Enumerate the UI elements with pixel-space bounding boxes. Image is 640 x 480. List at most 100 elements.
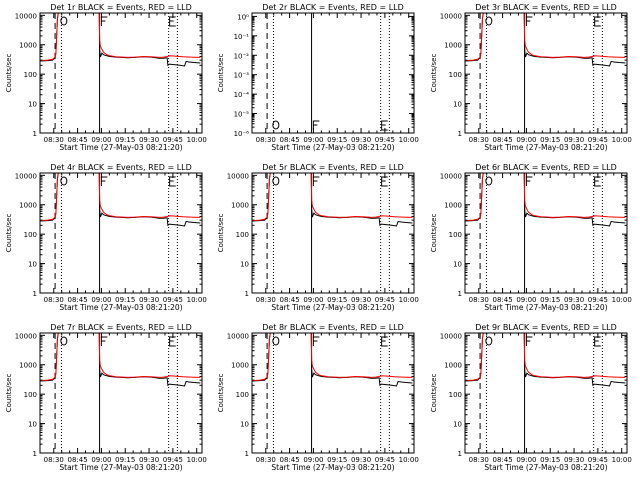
panel-det-2: Det 2r BLACK = Events, RED = LLD 10⁻⁶ 10⁻⁵… [217,3,419,152]
marker-letter-e [169,16,176,27]
x-axis-title: Start Time (27-May-03 08:21:20) [484,303,607,312]
marker-letter-o [60,176,68,186]
x-tick-label: 09:45 [163,136,183,144]
x-tick-label: 08:30 [44,296,64,304]
y-tick-label: 10 [28,261,37,269]
x-tick-label: 09:00 [303,456,323,464]
marker-letter-o [485,16,493,26]
plot-frame [464,12,628,134]
x-tick-label: 09:15 [540,136,560,144]
lld-trace [465,13,626,62]
y-tick-label: 10⁻⁵ [234,111,250,119]
y-tick-label: 10000 [227,332,249,340]
y-tick-label: 10000 [15,332,37,340]
x-tick-label: 10:00 [187,456,207,464]
panel-title: Det 8r BLACK = Events, RED = LLD [262,323,404,332]
x-tick-label: 08:45 [67,296,87,304]
y-tick-label: 10000 [440,12,462,20]
marker-letter-e [594,16,601,27]
y-tick-label: 10000 [440,332,462,340]
y-tick-label: 1 [458,130,462,138]
x-tick-label: 09:30 [564,296,584,304]
x-axis-title: Start Time (27-May-03 08:21:20) [59,143,182,152]
marker-letter-o [272,176,280,186]
panel-title: Det 4r BLACK = Events, RED = LLD [50,163,192,172]
x-tick-label: 09:00 [303,136,323,144]
events-trace [465,333,626,387]
y-tick-label: 10 [453,421,462,429]
x-tick-label: 09:15 [327,136,347,144]
marker-letter-o [60,16,68,26]
x-tick-label: 09:30 [351,456,371,464]
x-tick-label: 08:45 [279,296,299,304]
y-tick-label: 10⁰ [237,13,249,21]
x-axis-title: Start Time (27-May-03 08:21:20) [484,463,607,472]
events-trace [465,173,626,227]
panel-det-8: Det 8r BLACK = Events, RED = LLD 1 10 100 10… [217,323,419,472]
x-tick-label: 10:00 [187,296,207,304]
panel-det-7: Det 7r BLACK = Events, RED = LLD 1 10 100 10… [5,323,207,472]
x-axis-title: Start Time (27-May-03 08:21:20) [59,463,182,472]
y-tick-label: 1000 [444,42,462,50]
x-tick-label: 10:00 [612,296,632,304]
lld-trace [40,173,201,222]
y-tick-label: 10⁻⁶ [234,130,250,138]
x-tick-label: 08:30 [469,136,489,144]
marker-letter-f [312,176,320,186]
x-tick-label: 09:45 [588,136,608,144]
x-tick-label: 08:30 [256,296,276,304]
x-tick-label: 09:00 [91,136,111,144]
x-axis-title: Start Time (27-May-03 08:21:20) [484,143,607,152]
x-tick-label: 09:45 [375,136,395,144]
y-tick-label: 1000 [231,202,249,210]
x-tick-label: 09:00 [91,456,111,464]
marker-letter-e [381,176,388,187]
plot-frame [464,332,628,454]
marker-letter-e [169,336,176,347]
x-tick-label: 09:30 [564,136,584,144]
plot-frame [251,332,415,454]
y-axis-title: Counts/sec [217,214,225,253]
panel-title: Det 6r BLACK = Events, RED = LLD [475,163,617,172]
y-tick-label: 100 [24,391,37,399]
x-tick-label: 10:00 [399,296,419,304]
x-tick-label: 09:15 [540,456,560,464]
y-tick-label: 1 [245,450,249,458]
x-tick-label: 09:45 [375,296,395,304]
y-axis-title: Counts/sec [217,54,225,93]
lld-trace [465,333,626,382]
panel-det-5: Det 5r BLACK = Events, RED = LLD 1 10 100 10… [217,163,419,312]
y-axis-title: Counts/sec [5,374,13,413]
marker-letter-f [100,176,108,186]
y-tick-label: 10000 [440,172,462,180]
y-tick-label: 10 [28,101,37,109]
y-tick-label: 100 [236,231,249,239]
x-tick-label: 08:30 [469,456,489,464]
lld-trace [40,333,201,382]
y-tick-label: 10 [453,101,462,109]
x-tick-label: 08:30 [469,296,489,304]
y-tick-label: 1000 [19,362,37,370]
x-tick-label: 09:15 [115,456,135,464]
marker-letter-o [272,336,280,346]
events-trace [40,13,201,67]
panel-title: Det 5r BLACK = Events, RED = LLD [262,163,404,172]
x-tick-label: 08:45 [492,136,512,144]
marker-letter-o [485,176,493,186]
x-tick-label: 09:00 [91,296,111,304]
y-tick-label: 1000 [19,42,37,50]
y-tick-label: 100 [24,231,37,239]
plot-frame [39,172,203,294]
x-tick-label: 09:45 [163,296,183,304]
x-tick-label: 09:30 [139,296,159,304]
x-tick-label: 09:00 [516,296,536,304]
x-axis-title: Start Time (27-May-03 08:21:20) [271,463,394,472]
x-tick-label: 09:30 [139,456,159,464]
events-trace [252,173,413,227]
plot-frame [464,172,628,294]
marker-letter-f [525,16,533,26]
panel-det-3: Det 3r BLACK = Events, RED = LLD 1 10 100 10… [430,3,632,152]
x-tick-label: 08:45 [67,456,87,464]
y-tick-label: 1 [33,290,37,298]
y-axis-title: Counts/sec [430,374,438,413]
